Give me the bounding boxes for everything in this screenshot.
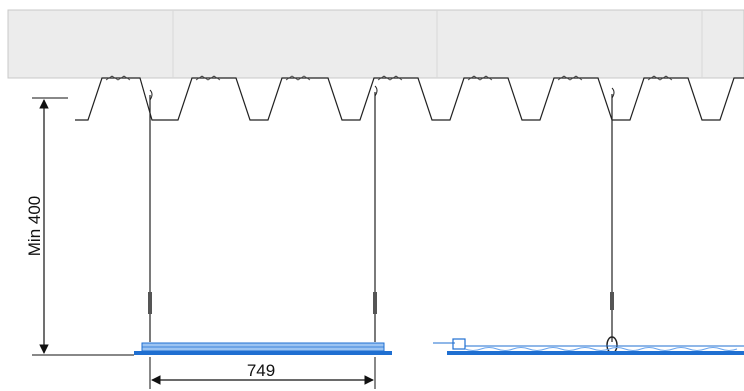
ceiling-panel-left (134, 342, 392, 355)
dimension-749-label: 749 (247, 361, 275, 380)
dimension-vertical: Min 400 (25, 97, 134, 356)
hanger-left (148, 89, 153, 342)
steel-deck-profile-inner (105, 75, 673, 81)
dimension-min-400-label: Min 400 (25, 196, 44, 256)
slab (7, 9, 744, 79)
hanger-right (606, 87, 618, 354)
ceiling-panel-right (433, 338, 744, 355)
dimension-horizontal: 749 (149, 357, 376, 389)
steel-deck-profile (75, 77, 744, 121)
hanger-middle (373, 85, 378, 342)
